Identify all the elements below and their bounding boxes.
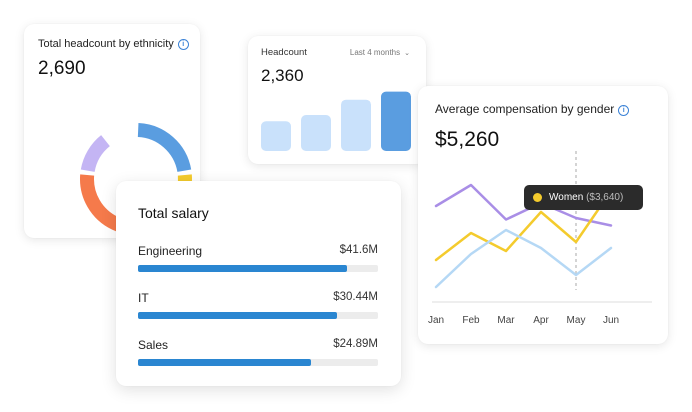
chevron-down-icon: ⌄	[404, 50, 410, 57]
series-line-3[interactable]	[434, 228, 613, 289]
series-line-2[interactable]	[434, 189, 613, 262]
salary-amount: $30.44M	[333, 291, 378, 303]
headcount-bar-4[interactable]	[381, 91, 411, 151]
salary-row[interactable]: Engineering $41.6M	[138, 244, 378, 284]
salary-bar-track	[138, 359, 378, 366]
ethnicity-total-value: 2,690	[38, 58, 86, 79]
salary-bar-track	[138, 312, 378, 319]
salary-bar-fill	[138, 265, 347, 272]
salary-row[interactable]: Sales $24.89M	[138, 338, 378, 378]
salary-amount: $24.89M	[333, 338, 378, 350]
headcount-value: 2,360	[261, 66, 304, 85]
department-name: Engineering	[138, 244, 203, 258]
donut-segment-1[interactable]	[137, 123, 192, 173]
info-icon[interactable]: i	[618, 105, 630, 116]
tooltip-value: ($3,640)	[586, 192, 624, 203]
compensation-line-chart	[432, 151, 652, 303]
chart-tooltip: Women ($3,640)	[524, 185, 643, 210]
donut-segment-5[interactable]	[80, 135, 111, 173]
salary-row[interactable]: IT $30.44M	[138, 291, 378, 331]
department-name: Sales	[138, 338, 169, 352]
salary-bar-fill	[138, 312, 338, 319]
x-tick-label: Jan	[427, 315, 445, 326]
ethnicity-card-title: Total headcount by ethnicity i	[38, 38, 189, 50]
headcount-bar-3[interactable]	[341, 99, 371, 151]
compensation-by-gender-card: Average compensation by gender i $5,260 W…	[418, 86, 668, 344]
series-line-1[interactable]	[434, 183, 613, 227]
x-tick-label: Apr	[533, 315, 549, 326]
x-tick-label: Mar	[497, 315, 515, 326]
headcount-bar-1[interactable]	[261, 121, 291, 151]
info-icon[interactable]: i	[177, 39, 189, 50]
range-label: Last 4 months	[349, 48, 401, 57]
legend-dot-icon	[533, 193, 542, 202]
tooltip-series-name: Women	[549, 192, 584, 203]
salary-bar-fill	[138, 359, 311, 366]
salary-amount: $41.6M	[339, 244, 378, 256]
headcount-card: Headcount Last 4 months ⌄ 2,360	[248, 36, 426, 164]
headcount-card-title: Headcount	[261, 47, 307, 58]
total-salary-card: Total salary Engineering $41.6M IT $30.44M S…	[116, 181, 401, 386]
headcount-bar-chart	[261, 91, 411, 151]
compensation-card-title: Average compensation by gender i	[435, 102, 630, 116]
department-name: IT	[138, 291, 149, 305]
x-tick-label: Feb	[462, 315, 480, 326]
salary-bar-track	[138, 265, 378, 272]
headcount-bar-2[interactable]	[301, 115, 331, 151]
range-dropdown[interactable]: Last 4 months ⌄	[350, 48, 410, 57]
compensation-value: $5,260	[435, 128, 500, 151]
x-tick-label: May	[566, 315, 586, 326]
x-tick-label: Jun	[602, 315, 620, 326]
salary-card-title: Total salary	[138, 205, 209, 221]
